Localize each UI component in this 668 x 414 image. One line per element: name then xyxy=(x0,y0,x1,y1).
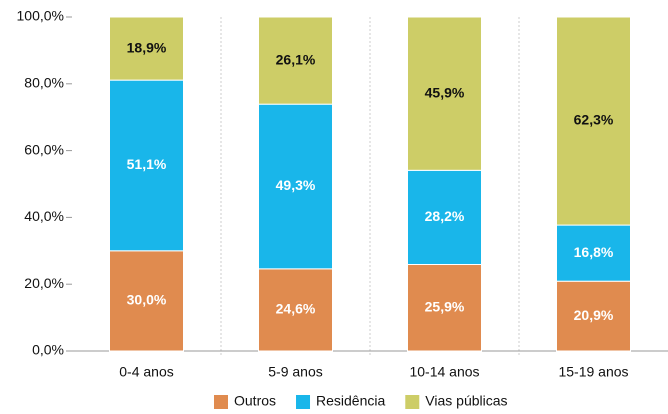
value-label: 20,9% xyxy=(574,307,614,323)
legend-swatch xyxy=(296,395,311,409)
bar-segment xyxy=(258,103,333,270)
legend-swatch xyxy=(405,395,420,409)
value-label: 26,1% xyxy=(276,51,316,67)
x-tick-label: 15-19 anos xyxy=(558,364,628,380)
value-label: 49,3% xyxy=(276,177,316,193)
legend-label: Residência xyxy=(316,393,385,409)
bar-segment xyxy=(109,16,184,81)
bar-segment xyxy=(258,268,333,352)
legend-swatch xyxy=(214,395,228,409)
y-tick-label: 20,0% xyxy=(24,275,64,291)
bar-segment xyxy=(258,16,333,105)
bar-segment xyxy=(109,79,184,252)
value-label: 16,8% xyxy=(574,244,614,260)
legend-label: Vias públicas xyxy=(425,393,507,409)
value-label: 25,9% xyxy=(425,298,465,314)
x-tick-label: 0-4 anos xyxy=(119,364,173,380)
x-tick-label: 5-9 anos xyxy=(268,364,322,380)
value-label: 18,9% xyxy=(127,39,167,55)
bar-segment xyxy=(556,16,631,226)
value-label: 45,9% xyxy=(425,84,465,100)
y-tick-label: 100,0% xyxy=(17,8,64,24)
bar-segment xyxy=(556,280,631,352)
value-label: 30,0% xyxy=(127,292,167,308)
y-tick-label: 60,0% xyxy=(24,141,64,157)
value-label: 51,1% xyxy=(127,156,167,172)
legend-label: Outros xyxy=(234,393,276,409)
y-tick-label: 40,0% xyxy=(24,208,64,224)
bar-segment xyxy=(407,16,482,171)
y-tick-label: 80,0% xyxy=(24,75,64,91)
value-label: 24,6% xyxy=(276,301,316,317)
value-label: 28,2% xyxy=(425,208,465,224)
x-tick-label: 10-14 anos xyxy=(409,364,479,380)
bar-segment xyxy=(109,250,184,352)
bar-segment xyxy=(407,169,482,265)
value-label: 62,3% xyxy=(574,112,614,128)
y-tick-label: 0,0% xyxy=(32,342,64,358)
